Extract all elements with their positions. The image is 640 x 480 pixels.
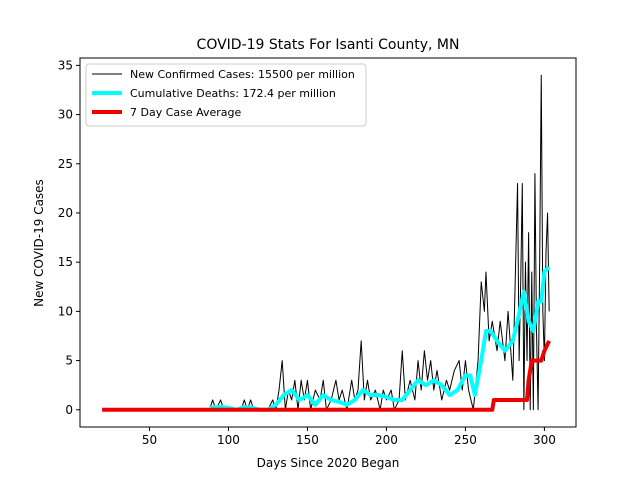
y-tick-label: 15 (58, 255, 73, 269)
series-line (209, 265, 551, 412)
y-tick-label: 5 (65, 354, 73, 368)
x-tick-label: 100 (217, 433, 240, 447)
y-tick-label: 0 (65, 403, 73, 417)
x-tick-label: 50 (142, 433, 157, 447)
x-tick-label: 300 (533, 433, 556, 447)
y-tick-label: 25 (58, 157, 73, 171)
legend-box (85, 63, 367, 127)
x-tick-label: 250 (454, 433, 477, 447)
y-tick-label: 10 (58, 304, 73, 318)
legend-label: New Confirmed Cases: 15500 per million (130, 68, 355, 81)
y-tick-label: 30 (58, 108, 73, 122)
x-tick-label: 150 (296, 433, 319, 447)
y-axis-label: New COVID-19 Cases (32, 179, 46, 307)
x-tick-label: 200 (375, 433, 398, 447)
series-line (102, 340, 551, 412)
y-tick-label: 35 (58, 58, 73, 72)
legend-label: Cumulative Deaths: 172.4 per million (130, 87, 336, 100)
x-axis-label: Days Since 2020 Began (257, 456, 400, 470)
plot-frame (79, 57, 577, 428)
y-tick-label: 20 (58, 206, 73, 220)
legend-label: 7 Day Case Average (130, 106, 242, 119)
chart-title: COVID-19 Stats For Isanti County, MN (197, 37, 460, 53)
